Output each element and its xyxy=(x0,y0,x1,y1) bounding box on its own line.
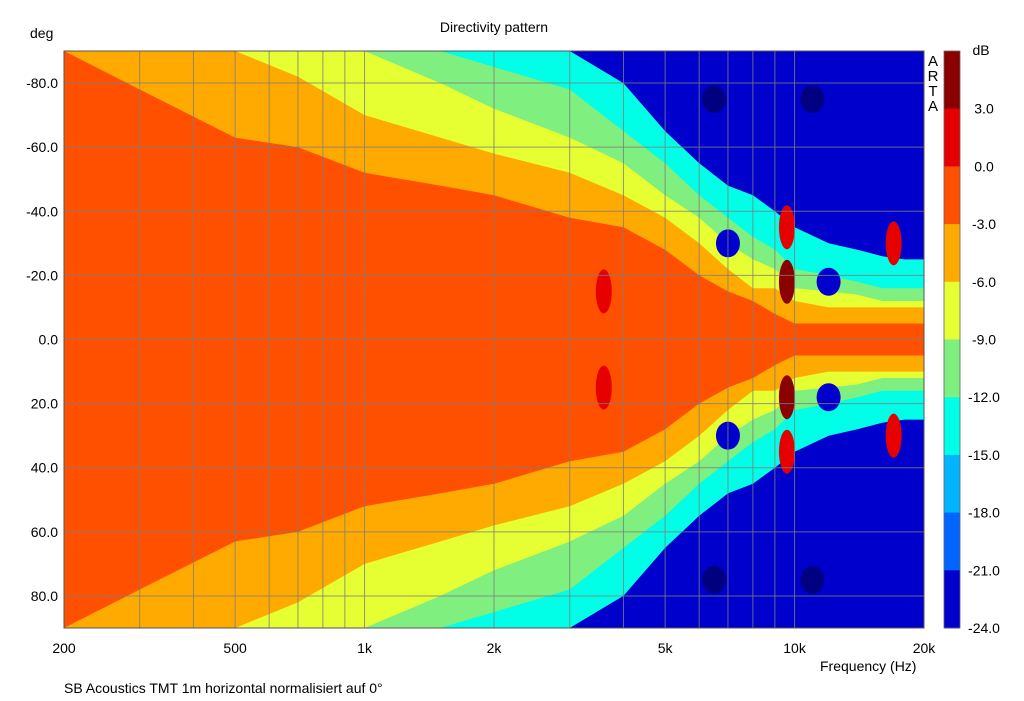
colorbar-tick-label: -9.0 xyxy=(972,332,996,348)
hot-spot xyxy=(778,375,795,420)
colorbar-tick-label: -12.0 xyxy=(968,389,1000,405)
watermark-letter: T xyxy=(928,83,937,100)
x-tick-label: 5k xyxy=(658,640,674,656)
colorbar-tick-label: -21.0 xyxy=(968,562,1000,578)
x-tick-label: 1k xyxy=(357,640,373,656)
y-tick-label: -80.0 xyxy=(26,75,58,91)
colorbar-band xyxy=(944,454,960,514)
footnote: SB Acoustics TMT 1m horizontal normalisi… xyxy=(64,680,383,696)
hot-spot xyxy=(778,429,795,474)
colorbar-band xyxy=(944,570,960,629)
y-tick-label: 60.0 xyxy=(31,524,58,540)
colorbar-unit-label: dB xyxy=(972,42,989,58)
hot-spot xyxy=(885,221,902,266)
x-tick-label: 500 xyxy=(223,640,247,656)
colorbar-band xyxy=(944,339,960,398)
y-tick-label: -60.0 xyxy=(26,139,58,155)
y-tick-label: 20.0 xyxy=(31,396,58,412)
grid-lines xyxy=(63,50,925,629)
cold-spot xyxy=(800,85,825,114)
y-tick-labels: -80.0 -60.0 -40.0 -20.0 0.0 20.0 40.0 60.0 80.0 xyxy=(26,75,58,604)
colorbar-band xyxy=(944,224,960,283)
cold-spot xyxy=(816,383,841,412)
x-tick-label: 10k xyxy=(783,640,807,656)
x-tick-labels: 200 500 1k 2k 5k 10k 20k xyxy=(52,640,936,656)
hot-spot xyxy=(778,259,795,304)
plot-frame xyxy=(63,50,925,629)
y-tick-label: 40.0 xyxy=(31,460,58,476)
colorbar-frame xyxy=(943,50,961,629)
colorbar-tick-label: -24.0 xyxy=(968,620,1000,636)
colorbar-band xyxy=(944,512,960,571)
colorbar-tick-label: 3.0 xyxy=(974,101,994,117)
y-tick-label: 80.0 xyxy=(31,588,58,604)
watermark-letter: A xyxy=(928,53,938,70)
colorbar-tick-label: -6.0 xyxy=(972,274,996,290)
colorbar-tick-label: -15.0 xyxy=(968,447,1000,463)
x-axis-label: Frequency (Hz) xyxy=(820,658,916,674)
y-tick-label: -20.0 xyxy=(26,267,58,283)
hot-spot xyxy=(778,205,795,250)
hot-spot xyxy=(885,413,902,458)
colorbar-tick-label: -18.0 xyxy=(968,505,1000,521)
cold-spot xyxy=(816,267,841,296)
colorbar-tick-label: -3.0 xyxy=(972,216,996,232)
x-tick-label: 20k xyxy=(913,640,937,656)
y-axis-unit-label: deg xyxy=(30,25,53,41)
colorbar-tick-label: 0.0 xyxy=(974,158,994,174)
colorbar-band xyxy=(944,51,960,110)
cold-spot xyxy=(800,565,825,594)
colorbar-band xyxy=(944,281,960,340)
y-tick-label: -40.0 xyxy=(26,203,58,219)
hot-spot xyxy=(595,365,612,410)
x-tick-label: 200 xyxy=(52,640,76,656)
colorbar: dB 3.0 0.0 -3.0 -6.0 -9.0 -12.0 -15.0 -18.0 -21.0… xyxy=(943,42,1000,636)
hot-spot xyxy=(595,269,612,314)
colorbar-band xyxy=(944,108,960,167)
x-tick-label: 2k xyxy=(487,640,503,656)
chart-title: Directivity pattern xyxy=(440,19,548,35)
watermark-letter: R xyxy=(928,68,939,85)
cold-spot xyxy=(702,85,727,114)
colorbar-band xyxy=(944,166,960,225)
colorbar-band xyxy=(944,397,960,456)
watermark-letter: A xyxy=(928,98,938,115)
y-tick-label: 0.0 xyxy=(39,332,59,348)
cold-spot xyxy=(702,565,727,594)
